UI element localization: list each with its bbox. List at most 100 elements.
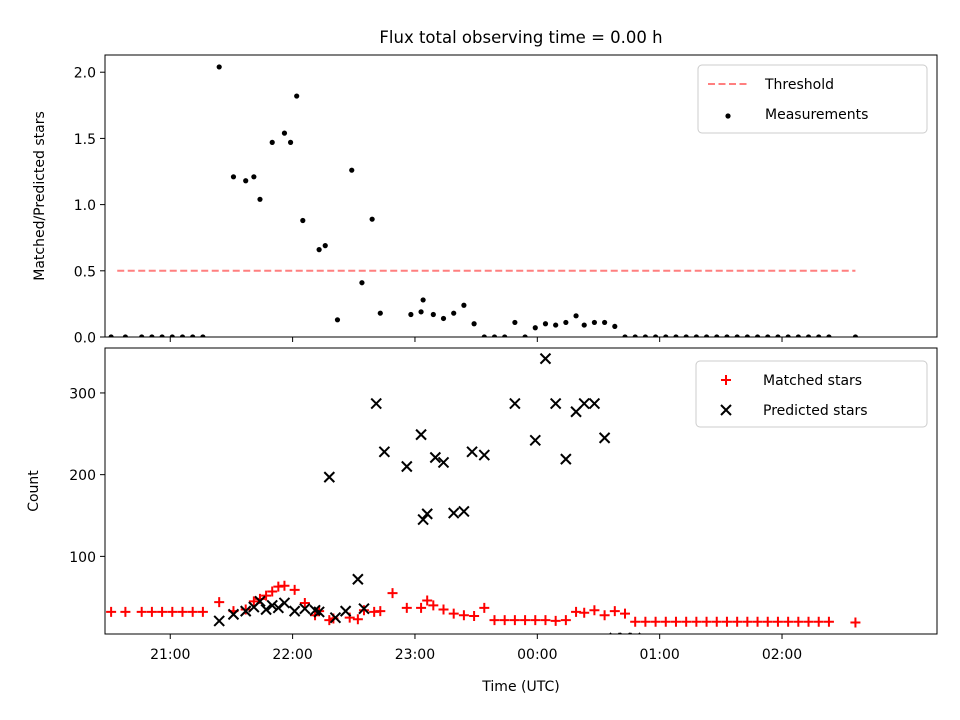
predicted-star-point [466,446,478,458]
measurement-point [683,334,689,337]
matched-star-point [448,608,459,619]
predicted-star-point [299,602,311,615]
matched-star-point [489,615,500,626]
matched-star-point [540,615,551,626]
matched-star-point [630,616,641,627]
predicted-star-point [266,599,278,612]
predicted-star-point [254,595,266,608]
matched-star-point [793,616,804,627]
measurement-point [369,216,375,222]
measurement-point [359,280,365,286]
measurement-point [795,334,801,337]
predicted-star-point [401,460,413,473]
measurement-point [502,334,508,337]
measurement-point [491,334,498,337]
predicted-star-point [352,573,364,585]
matched-star-point [499,615,510,626]
matched-star-point [560,615,571,626]
measurement-point [724,334,730,337]
matched-star-point [620,608,630,619]
measurement-point [673,334,679,337]
measurement-point [714,334,720,337]
measurement-point [532,325,538,331]
predicted-star-point [447,507,460,519]
legend-label: Threshold [764,77,834,93]
matched-star-point [479,602,490,613]
legend-label: Measurements [765,107,868,123]
measurement-point [563,319,569,326]
predicted-star-point [323,471,336,483]
axes-frame [104,347,938,635]
matched-star-point [214,597,225,608]
measurement-point [663,334,669,337]
matched-star-point [469,611,480,622]
measurement-point [642,334,648,337]
axes-frame [104,54,938,338]
matched-star-point [711,616,722,627]
measurement-point [451,310,457,316]
measurement-point [744,334,750,337]
measurement-point [159,334,165,337]
data-marks [106,352,861,634]
measurement-point [622,334,628,337]
x-tick-label: 00:00 [517,647,557,663]
measurement-point [602,319,608,326]
measurement-point [287,139,294,145]
data-marks [108,64,859,337]
matched-star-point [279,580,290,591]
predicted-star-point [598,432,611,444]
matched-star-point [762,616,773,627]
measurement-point [553,322,559,328]
predicted-star-point [227,608,240,621]
measurement-point [461,302,467,308]
predicted-star-point [329,611,342,624]
measurement-point [754,334,761,337]
measurement-point [300,217,306,224]
upper-plot: 0.0 0.5 1.0 1.5 2.0 Matched/Predicted stars Th… [32,54,938,347]
measurement-point [322,243,328,249]
legend-key-matched [721,375,731,385]
measurement-point [349,167,355,173]
matched-star-point [458,610,469,621]
measurement-point [612,323,618,330]
measurement-point [522,334,528,337]
y-tick-label: 2.0 [74,66,96,82]
matched-star-point [267,586,278,597]
measurement-point [179,334,186,337]
matched-star-point [422,595,433,606]
measurement-point [542,321,549,327]
matched-star-point [640,616,651,627]
measurement-point [481,334,487,337]
matched-star-point [387,588,398,599]
matched-star-point [167,606,178,617]
legend-box [697,64,928,134]
predicted-star-point [549,397,562,410]
measurement-point [512,319,518,326]
matched-star-point [187,606,198,617]
measurement-point [122,334,128,337]
matched-star-point [670,616,681,627]
measurement-point [785,334,791,337]
predicted-star-point [560,453,572,465]
matched-star-point [197,606,208,617]
measurement-point [734,334,740,337]
predicted-star-point [458,505,470,518]
predicted-star-point [429,451,442,464]
measurement-point [281,130,288,136]
matched-star-point [850,617,861,628]
measurement-point [243,178,249,184]
measurement-point [420,297,426,303]
matched-star-point [509,615,520,626]
measurement-point [573,313,579,319]
matched-star-point [261,590,272,601]
measurement-point [377,310,383,316]
measurement-point [316,247,322,253]
matched-star-point [401,602,412,613]
matched-star-point [742,616,753,627]
matched-star-point [721,616,732,627]
x-tick-label: 23:00 [395,647,435,663]
legend-box [695,360,928,428]
predicted-star-point [588,397,601,410]
matched-star-point [691,616,702,627]
